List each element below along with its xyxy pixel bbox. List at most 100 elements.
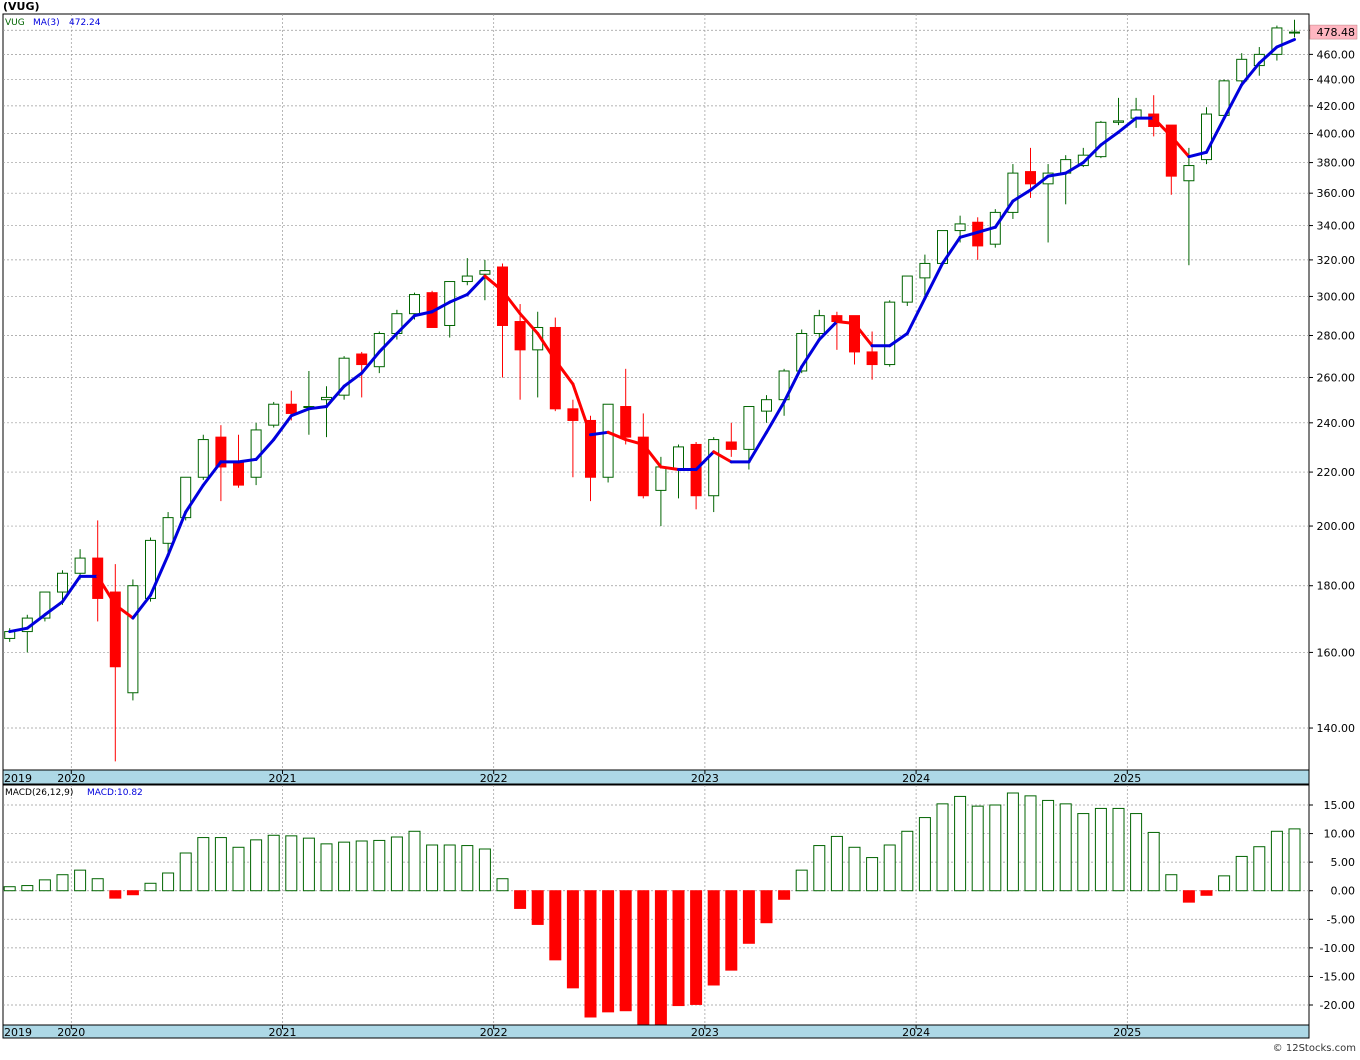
macd-tick-label: -20.00: [1320, 999, 1355, 1012]
macd-bar: [654, 890, 667, 1025]
ma-segment: [518, 312, 540, 335]
price-date-band: [2, 769, 1310, 785]
price-date-band-label: 2021: [269, 772, 297, 785]
macd-bar: [74, 869, 87, 892]
macd-bar: [461, 845, 474, 892]
macd-bar: [619, 890, 632, 1012]
candle-body: [761, 399, 772, 412]
ma-segment: [25, 613, 47, 630]
ma-segment: [536, 331, 557, 362]
ma-segment: [553, 358, 575, 386]
macd-bar: [918, 817, 931, 892]
ma-segment: [888, 331, 909, 348]
candle-body: [1201, 113, 1212, 161]
candle-body: [813, 315, 825, 334]
price-tick-label: 320.00: [1317, 254, 1356, 267]
candle-body: [673, 446, 684, 471]
macd-bar: [443, 844, 456, 892]
candle-body: [1289, 31, 1300, 34]
candle-body: [884, 301, 896, 366]
macd-bar: [742, 890, 755, 944]
macd-bar: [197, 837, 210, 892]
macd-bar: [637, 890, 650, 1026]
macd-bar: [21, 885, 34, 892]
macd-date-band-label: 2025: [1113, 1026, 1141, 1039]
ma-segment: [941, 235, 962, 265]
macd-tick-label: 5.00: [1331, 856, 1356, 869]
price-date-band-label: 2025: [1113, 772, 1141, 785]
candle-body: [901, 275, 913, 303]
ma-segment: [641, 442, 663, 469]
macd-bar: [549, 890, 562, 961]
ma-segment: [272, 414, 293, 442]
price-tick-label: 260.00: [1317, 371, 1356, 384]
last-price-label: 478.48: [1317, 26, 1356, 39]
candle-body: [585, 419, 596, 478]
ma-segment: [1011, 188, 1032, 203]
candle-body: [197, 439, 209, 478]
candle-body: [954, 223, 966, 232]
price-tick-label: 280.00: [1317, 330, 1356, 343]
candle-body: [1025, 171, 1036, 185]
ma-segment: [1205, 116, 1226, 154]
macd-bar: [1059, 803, 1072, 892]
macd-bar: [390, 836, 403, 892]
macd-bar: [1006, 792, 1019, 892]
macd-bar: [496, 878, 509, 892]
ma-segment: [993, 199, 1015, 229]
ma-segment: [1029, 174, 1050, 192]
macd-bar: [1200, 890, 1213, 896]
candle-body: [637, 436, 649, 497]
ma-segment: [1222, 83, 1244, 120]
ma-segment: [149, 553, 170, 597]
macd-bar: [214, 837, 227, 892]
ma-segment: [131, 593, 152, 620]
macd-bar: [514, 890, 527, 909]
macd-bar: [373, 839, 386, 892]
ma-segment: [237, 457, 258, 464]
candle-body: [1271, 27, 1283, 55]
price-tick-label: 460.00: [1317, 48, 1356, 61]
macd-bar: [126, 890, 139, 896]
macd-bar: [707, 890, 720, 986]
candle-body: [567, 408, 579, 421]
candle-body: [1077, 154, 1089, 167]
ma-segment: [96, 574, 117, 607]
ma-segment: [589, 430, 610, 437]
candle-body: [461, 275, 473, 283]
macd-bar: [250, 839, 263, 892]
ma-segment: [166, 510, 188, 557]
macd-bar: [1235, 855, 1248, 892]
ma-segment: [61, 574, 82, 604]
macd-bar: [795, 869, 808, 892]
ma-segment: [1081, 143, 1103, 165]
price-tick-label: 360.00: [1317, 187, 1356, 200]
candle-body: [514, 321, 526, 351]
credit-text: © 12Stocks.com: [1272, 1043, 1356, 1054]
candle-body: [180, 476, 192, 519]
macd-bar: [584, 890, 597, 1018]
ma-segment: [289, 407, 311, 418]
ma-segment: [342, 371, 364, 388]
candle-body: [743, 406, 755, 450]
macd-bar: [1270, 830, 1283, 892]
price-date-band-label: 2020: [57, 772, 85, 785]
macd-bar: [144, 882, 157, 892]
price-tick-label: 200.00: [1317, 520, 1356, 533]
macd-bar: [830, 835, 843, 892]
macd-bar: [109, 890, 122, 899]
ma-segment: [765, 400, 786, 434]
ma-segment: [413, 310, 434, 318]
macd-tick-label: 10.00: [1324, 828, 1356, 841]
ma-segment: [1099, 130, 1120, 147]
candle-body: [620, 406, 632, 438]
macd-bar: [760, 890, 773, 924]
macd-bar: [56, 874, 69, 892]
price-tick-label: 220.00: [1317, 466, 1356, 479]
candle-body: [1236, 58, 1248, 82]
macd-bar: [302, 837, 315, 892]
macd-bar: [91, 878, 104, 892]
macd-tick-label: -15.00: [1320, 970, 1355, 983]
candle-body: [409, 294, 420, 315]
macd-bar: [901, 830, 914, 892]
